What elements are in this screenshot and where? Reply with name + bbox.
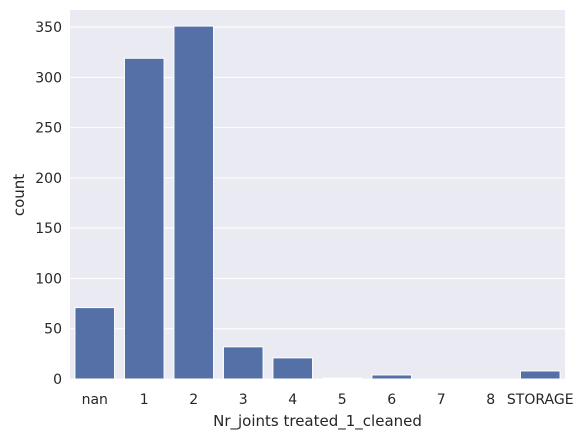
x-tick-label: STORAGE	[507, 392, 574, 408]
bar-3	[222, 346, 264, 380]
y-tick-label: 300	[35, 70, 62, 86]
x-tick-label: 4	[288, 392, 297, 408]
x-tick-label: 3	[239, 392, 248, 408]
y-tick-label: 50	[44, 322, 62, 338]
y-tick-label: 100	[35, 271, 62, 287]
x-tick-label: 5	[338, 392, 347, 408]
x-tick-label: 6	[387, 392, 396, 408]
y-tick-label: 200	[35, 171, 62, 187]
y-axis-title: count	[10, 174, 28, 216]
bar-1	[123, 57, 165, 380]
x-tick-label: nan	[82, 392, 108, 408]
x-tick-label: 2	[189, 392, 198, 408]
y-tick-label: 0	[53, 372, 62, 388]
x-tick-label: 8	[486, 392, 495, 408]
bar-5	[321, 377, 363, 380]
y-tick-labels: 0 50 100 150 200 250 300 350	[35, 20, 62, 388]
bar-nan	[74, 307, 116, 380]
bars	[74, 25, 561, 380]
bar-2	[173, 25, 215, 380]
bar-4	[272, 357, 314, 380]
x-tick-label: 7	[437, 392, 446, 408]
x-axis-title: Nr_joints treated_1_cleaned	[213, 412, 422, 431]
y-tick-label: 350	[35, 20, 62, 36]
y-tick-label: 150	[35, 221, 62, 237]
x-tick-label: 1	[140, 392, 149, 408]
y-tick-label: 250	[35, 121, 62, 137]
bar-6	[371, 374, 413, 380]
x-tick-labels: nan 1 2 3 4 5 6 7 8 STORAGE	[82, 392, 574, 408]
bar-STORAGE	[519, 370, 561, 380]
